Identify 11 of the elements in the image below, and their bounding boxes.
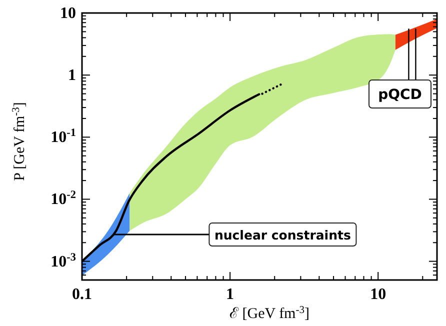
x-tick-label: 0.1 [72,286,92,303]
y-tick-label: 10 [60,5,76,22]
y-tick-label: 10$^{-2}$ [50,189,76,208]
x-tick-label: 10 [370,286,386,303]
y-tick-label: 10$^{-3}$ [50,251,76,270]
annotation: nuclear constraints [214,228,351,243]
x-tick-label: 1 [226,286,234,303]
x-axis-title: ℰ [GeV fm$^{-3}$] [230,304,310,322]
annotation: pQCD [378,87,422,103]
y-tick-label: 10$^{-1}$ [50,127,76,146]
y-tick-label: 1 [68,67,76,84]
